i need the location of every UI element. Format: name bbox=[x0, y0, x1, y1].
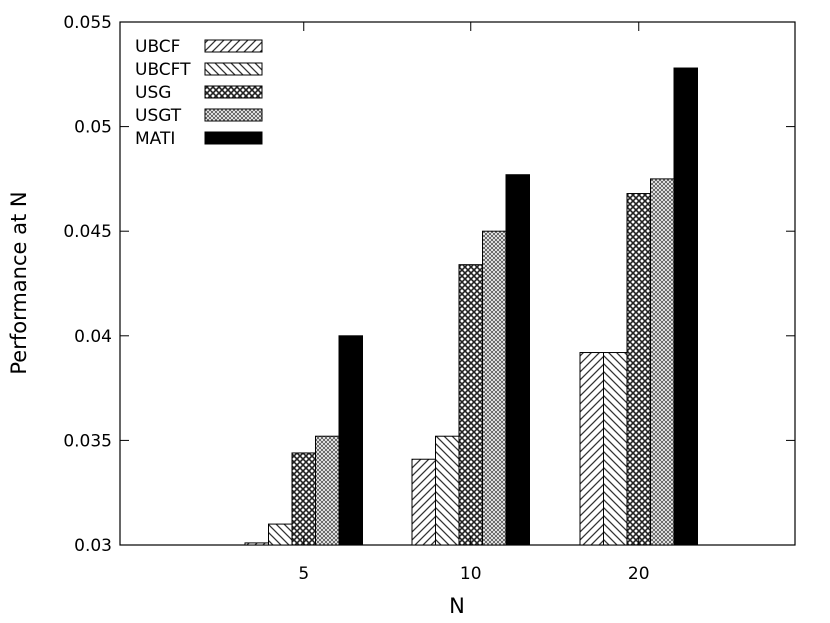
legend-label-ubcft: UBCFT bbox=[135, 60, 191, 80]
bar-ubcf-20 bbox=[579, 352, 604, 546]
y-tick-label: 0.03 bbox=[74, 536, 112, 556]
bar-mati-5 bbox=[338, 335, 363, 546]
x-tick-label: 5 bbox=[298, 564, 309, 584]
y-tick-label: 0.04 bbox=[74, 327, 112, 347]
legend-swatch-usgt bbox=[204, 108, 263, 122]
bar-usgt-10 bbox=[482, 230, 507, 546]
bar-usgt-5 bbox=[315, 435, 340, 546]
bar-mati-10 bbox=[505, 174, 530, 546]
legend-label-usgt: USGT bbox=[135, 106, 182, 126]
bar-usg-5 bbox=[291, 452, 316, 546]
bar-ubcf-10 bbox=[411, 458, 436, 546]
bar-usg-10 bbox=[458, 264, 483, 546]
bar-ubcft-5 bbox=[268, 523, 293, 546]
bar-ubcft-20 bbox=[603, 352, 628, 546]
bar-ubcft-10 bbox=[435, 435, 460, 546]
y-tick-label: 0.05 bbox=[74, 118, 112, 138]
legend-label-ubcf: UBCF bbox=[135, 37, 180, 57]
y-axis-title: Performance at N bbox=[7, 191, 31, 374]
bar-ubcf-5 bbox=[244, 542, 269, 546]
bar-usgt-20 bbox=[650, 178, 675, 546]
x-axis-ticks: 5 10 20 bbox=[298, 22, 650, 584]
legend-swatch-ubcf bbox=[204, 39, 263, 53]
bars-group bbox=[244, 67, 698, 546]
bar-mati-20 bbox=[673, 67, 698, 546]
y-tick-label: 0.055 bbox=[63, 13, 112, 33]
y-axis-ticks: 0.03 0.035 0.04 0.045 0.05 0.055 bbox=[63, 13, 795, 556]
x-axis-title: N bbox=[449, 594, 465, 618]
legend-swatch-usg bbox=[204, 85, 263, 99]
y-tick-label: 0.045 bbox=[63, 222, 112, 242]
legend-label-usg: USG bbox=[135, 83, 171, 103]
legend: UBCF UBCFT USG USGT MATI bbox=[135, 37, 263, 149]
bar-usg-20 bbox=[626, 193, 651, 546]
legend-swatch-mati bbox=[204, 131, 263, 145]
x-tick-label: 10 bbox=[460, 564, 482, 584]
legend-label-mati: MATI bbox=[135, 129, 175, 149]
x-tick-label: 20 bbox=[628, 564, 650, 584]
y-tick-label: 0.035 bbox=[63, 431, 112, 451]
legend-swatch-ubcft bbox=[204, 62, 263, 76]
